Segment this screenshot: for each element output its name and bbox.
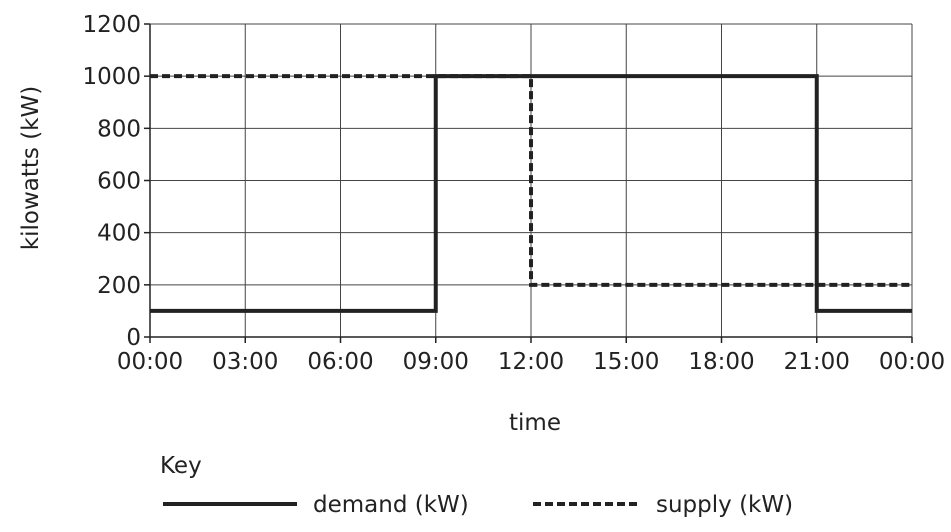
legend-label-supply: supply (kW) (656, 492, 793, 518)
x-tick-label: 18:00 (688, 349, 754, 375)
x-tick-label: 09:00 (403, 349, 469, 375)
x-tick-label: 12:00 (498, 349, 564, 375)
supply-line (150, 74, 912, 287)
y-tick-label: 1200 (82, 12, 141, 38)
y-tick-label: 0 (126, 325, 141, 351)
x-tick-label: 21:00 (784, 349, 850, 375)
x-tick-label: 00:00 (879, 349, 945, 375)
legend-label-demand: demand (kW) (313, 492, 469, 518)
y-tick-label: 600 (97, 169, 141, 195)
legend: demand (kW) supply (kW) (163, 492, 793, 518)
x-axis-label: time (509, 410, 561, 436)
y-tick-label: 1000 (82, 64, 141, 90)
tick-labels: 0 200 400 600 800 1000 1200 00:00 03:00 06:00 09:0… (82, 12, 945, 375)
x-tick-label: 06:00 (307, 349, 373, 375)
series-lines (150, 74, 912, 313)
demand-line (150, 74, 912, 313)
y-axis-label: kilowatts (kW) (18, 86, 44, 250)
y-tick-label: 200 (97, 273, 141, 299)
x-tick-label: 15:00 (593, 349, 659, 375)
y-tick-label: 800 (97, 116, 141, 142)
legend-title: Key (160, 453, 202, 479)
x-tick-label: 03:00 (212, 349, 278, 375)
axes (144, 23, 913, 343)
y-tick-label: 400 (97, 221, 141, 247)
x-tick-label: 00:00 (117, 349, 183, 375)
